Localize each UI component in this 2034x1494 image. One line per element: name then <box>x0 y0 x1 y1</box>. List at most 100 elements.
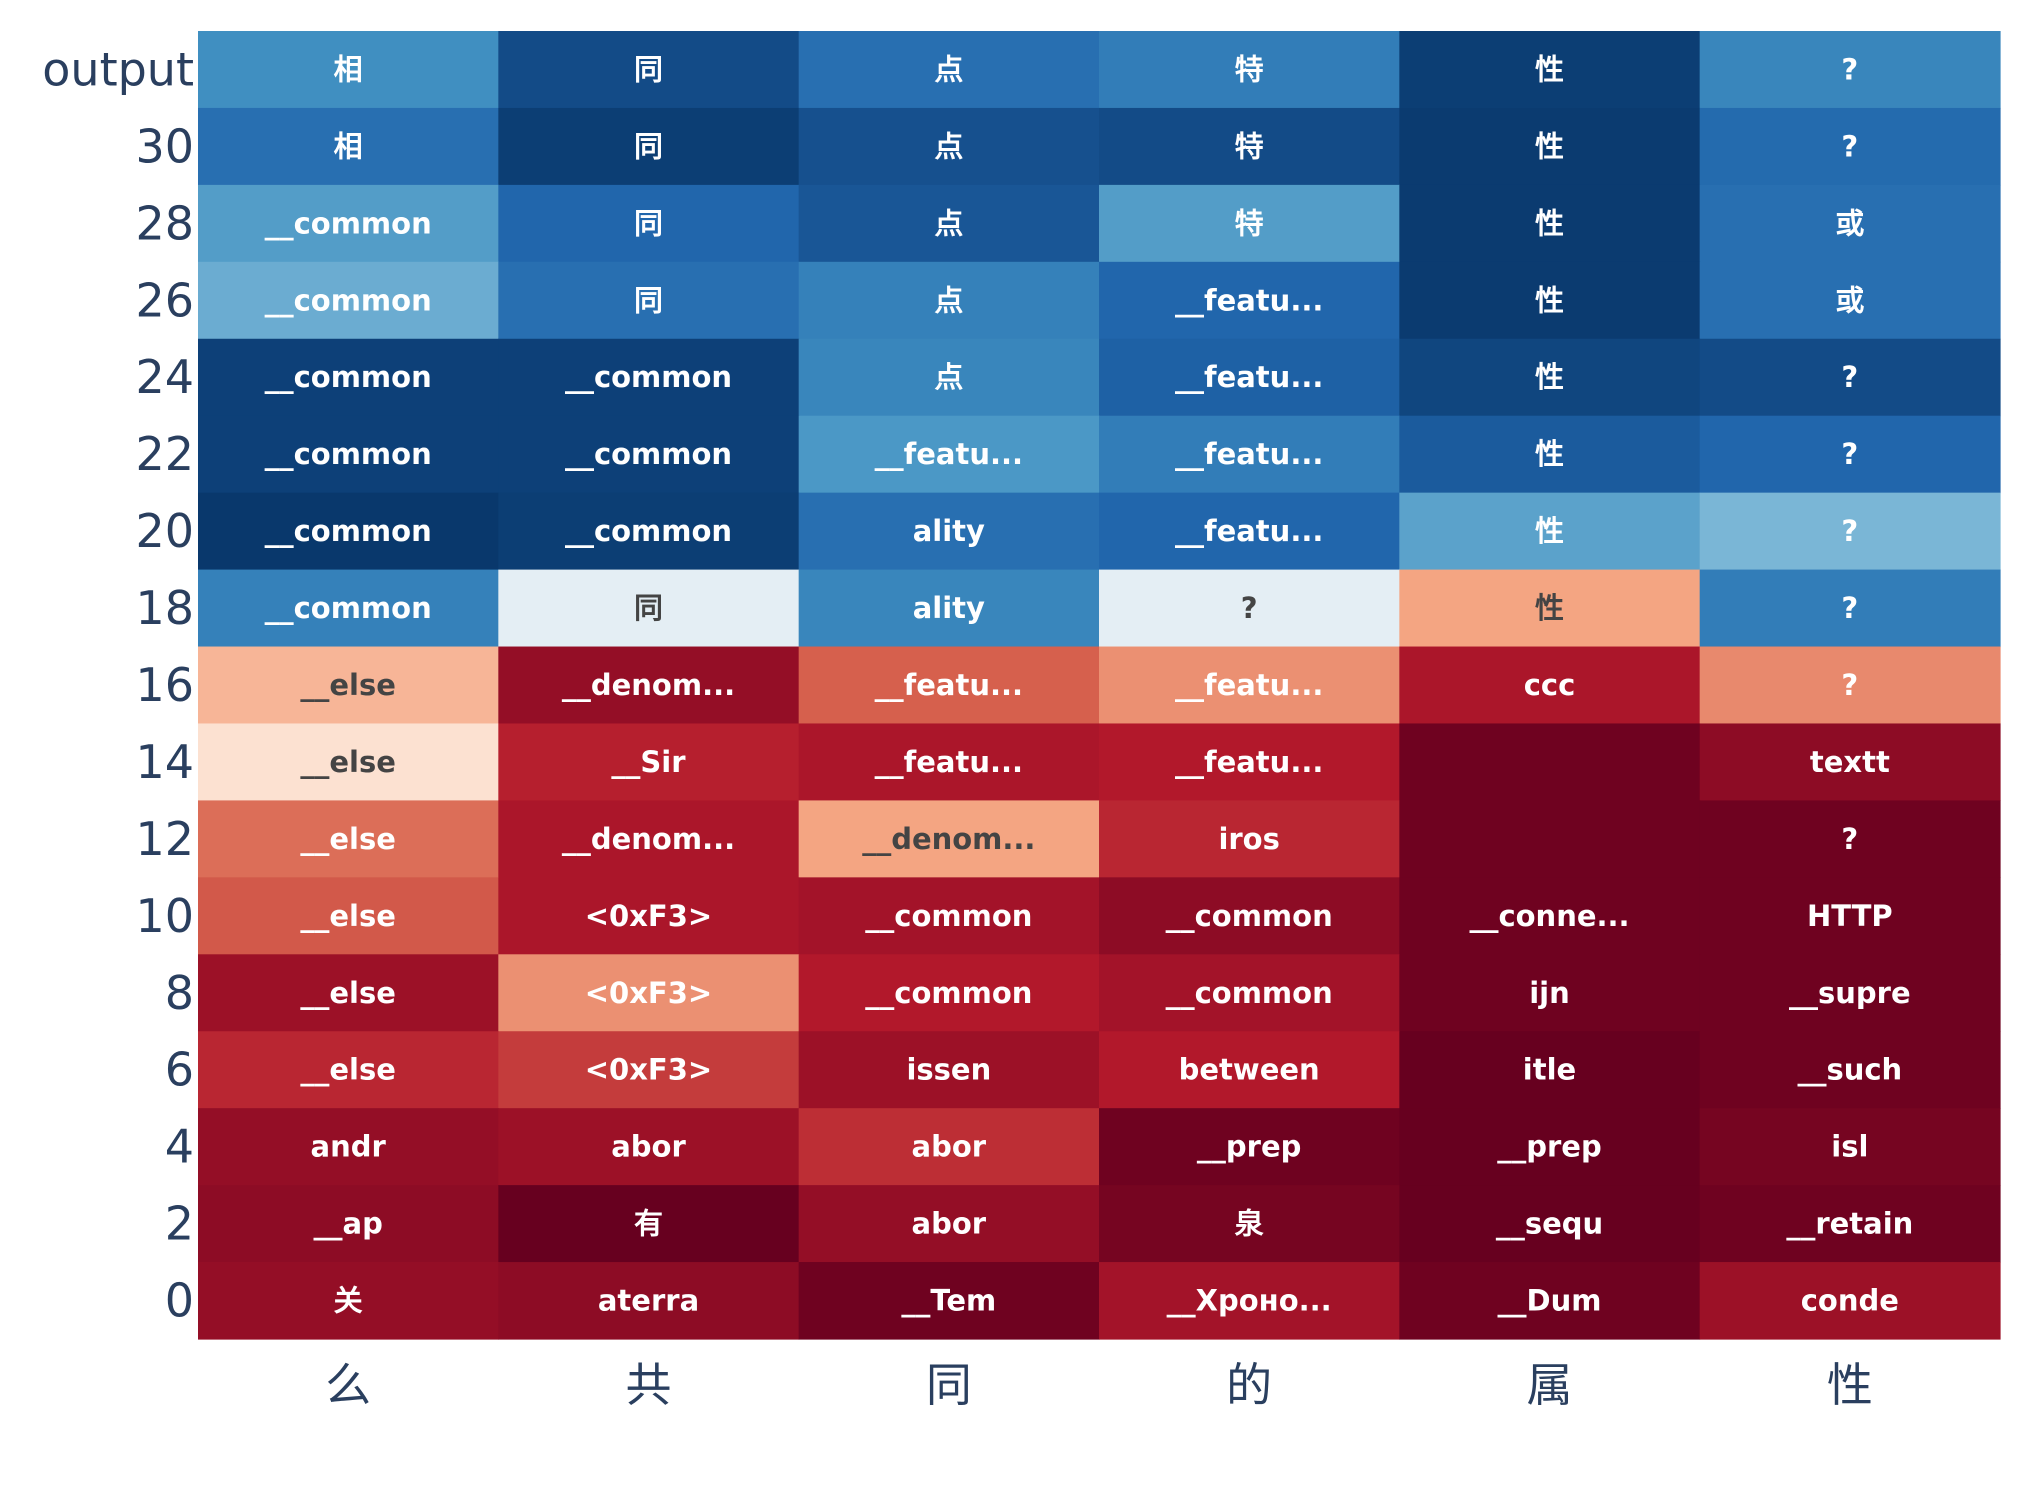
heatmap-cell <box>1399 1262 1701 1340</box>
heatmap-cell-label: <0xF3> <box>585 1053 712 1087</box>
heatmap-cell-label: andr <box>311 1130 387 1164</box>
heatmap-cell <box>1699 184 2001 263</box>
y-tick-label: 8 <box>165 966 194 1020</box>
heatmap-cell-label: conde <box>1801 1284 1899 1318</box>
x-tick-label: 属 <box>1527 1358 1573 1412</box>
heatmap-cell-label: 性 <box>1535 206 1564 240</box>
heatmap-cell <box>198 338 499 417</box>
heatmap-cell-label: 相 <box>334 129 363 163</box>
heatmap-cell <box>1399 954 1701 1032</box>
heatmap-cell <box>1399 415 1701 494</box>
heatmap-cell <box>498 723 800 802</box>
heatmap-cell-label: __common <box>265 514 432 548</box>
heatmap-cell-label: 同 <box>634 591 663 625</box>
heatmap-cell <box>1699 1108 2001 1186</box>
heatmap-cell <box>498 1262 800 1340</box>
heatmap-cell-label: 性 <box>1535 360 1564 394</box>
x-tick-label: 性 <box>1827 1358 1873 1412</box>
heatmap-cell <box>198 492 499 571</box>
heatmap-cell <box>1699 877 2001 955</box>
heatmap-cell <box>1399 31 1701 109</box>
heatmap-cell <box>1699 31 2001 109</box>
heatmap-cell-label: __common <box>1166 976 1333 1010</box>
heatmap-cell-label: 点 <box>934 206 963 240</box>
heatmap-cell <box>1099 338 1400 417</box>
heatmap-cell <box>1699 646 2001 725</box>
heatmap-cell-label: abor <box>912 1130 987 1164</box>
heatmap-cell-label: 同 <box>634 206 663 240</box>
heatmap-cell <box>1699 338 2001 417</box>
heatmap-cell <box>1699 107 2001 186</box>
y-tick-label: 30 <box>135 119 194 173</box>
heatmap-cell-label: __featu... <box>1175 360 1323 394</box>
heatmap-cell <box>798 415 1100 494</box>
heatmap-cell <box>1699 569 2001 648</box>
heatmap-cell <box>198 31 499 109</box>
heatmap-cell-label: <0xF3> <box>585 976 712 1010</box>
heatmap-cell-label: __sequ <box>1496 1207 1603 1241</box>
heatmap-cell <box>198 800 499 878</box>
heatmap-cell <box>1399 569 1701 648</box>
heatmap-cell-label: __common <box>265 206 432 240</box>
heatmap-cell <box>1699 1262 2001 1340</box>
heatmap-cell-label: __featu... <box>1175 514 1323 548</box>
heatmap-cell <box>198 723 499 802</box>
y-tick-label: 16 <box>135 658 194 712</box>
heatmap-cell <box>498 338 800 417</box>
heatmap-cell-label: 性 <box>1535 129 1564 163</box>
heatmap-cell-label: __featu... <box>875 437 1023 471</box>
heatmap-cell <box>1699 415 2001 494</box>
heatmap-cell <box>498 1031 800 1109</box>
heatmap-cell <box>798 800 1100 878</box>
heatmap-cell-label: 相 <box>334 52 363 86</box>
heatmap-cell <box>498 184 800 263</box>
heatmap-cell <box>798 954 1100 1032</box>
heatmap-cell-label: ? <box>1841 591 1858 625</box>
heatmap-cell <box>798 107 1100 186</box>
heatmap-cell-label: __else <box>300 668 396 702</box>
heatmap-cell-label: ? <box>1841 668 1858 702</box>
heatmap-cell-label: __common <box>865 976 1032 1010</box>
heatmap-cell <box>498 261 800 340</box>
heatmap-cell <box>498 107 800 186</box>
heatmap-cell <box>798 31 1100 109</box>
heatmap-cell <box>198 569 499 648</box>
heatmap-cell <box>798 1031 1100 1109</box>
y-tick-label: 24 <box>135 350 194 404</box>
heatmap-cell <box>1399 1031 1701 1109</box>
heatmap-cell-label: ality <box>913 514 985 548</box>
heatmap-cell <box>498 800 800 878</box>
heatmap-cell-label: __common <box>265 437 432 471</box>
heatmap-cell-label: __else <box>300 976 396 1010</box>
heatmap-cell <box>798 723 1100 802</box>
heatmap-cell-label: __prep <box>1497 1130 1602 1164</box>
heatmap-cell <box>498 646 800 725</box>
heatmap-cell-label: iros <box>1218 822 1279 856</box>
heatmap-cell-label: 关 <box>334 1284 363 1318</box>
heatmap-cell <box>198 415 499 494</box>
y-tick-label: 22 <box>135 427 194 481</box>
heatmap-cell <box>1099 31 1400 109</box>
heatmap-cell <box>1099 184 1400 263</box>
heatmap-cell <box>498 569 800 648</box>
heatmap-cell <box>498 954 800 1032</box>
heatmap-cell-label: __ap <box>314 1207 383 1241</box>
heatmap-cell <box>798 261 1100 340</box>
heatmap-cell <box>198 954 499 1032</box>
heatmap-cell-label: __featu... <box>1175 437 1323 471</box>
heatmap-cell-label: __supre <box>1789 976 1911 1010</box>
y-tick-label: 4 <box>165 1120 194 1174</box>
heatmap-cell-label: textt <box>1810 745 1890 779</box>
heatmap-cell-label: 点 <box>934 52 963 86</box>
heatmap-cell-label: __retain <box>1786 1207 1913 1241</box>
heatmap-cell-label: 或 <box>1835 283 1864 317</box>
heatmap-cell <box>198 107 499 186</box>
heatmap-cell-label: __common <box>1166 899 1333 933</box>
heatmap-cell <box>198 1185 499 1263</box>
heatmap-cell <box>798 184 1100 263</box>
heatmap-cell <box>1399 107 1701 186</box>
y-tick-label: output <box>42 42 194 96</box>
heatmap-cell-label: __else <box>300 745 396 779</box>
heatmap-cell-label: 特 <box>1235 206 1264 240</box>
